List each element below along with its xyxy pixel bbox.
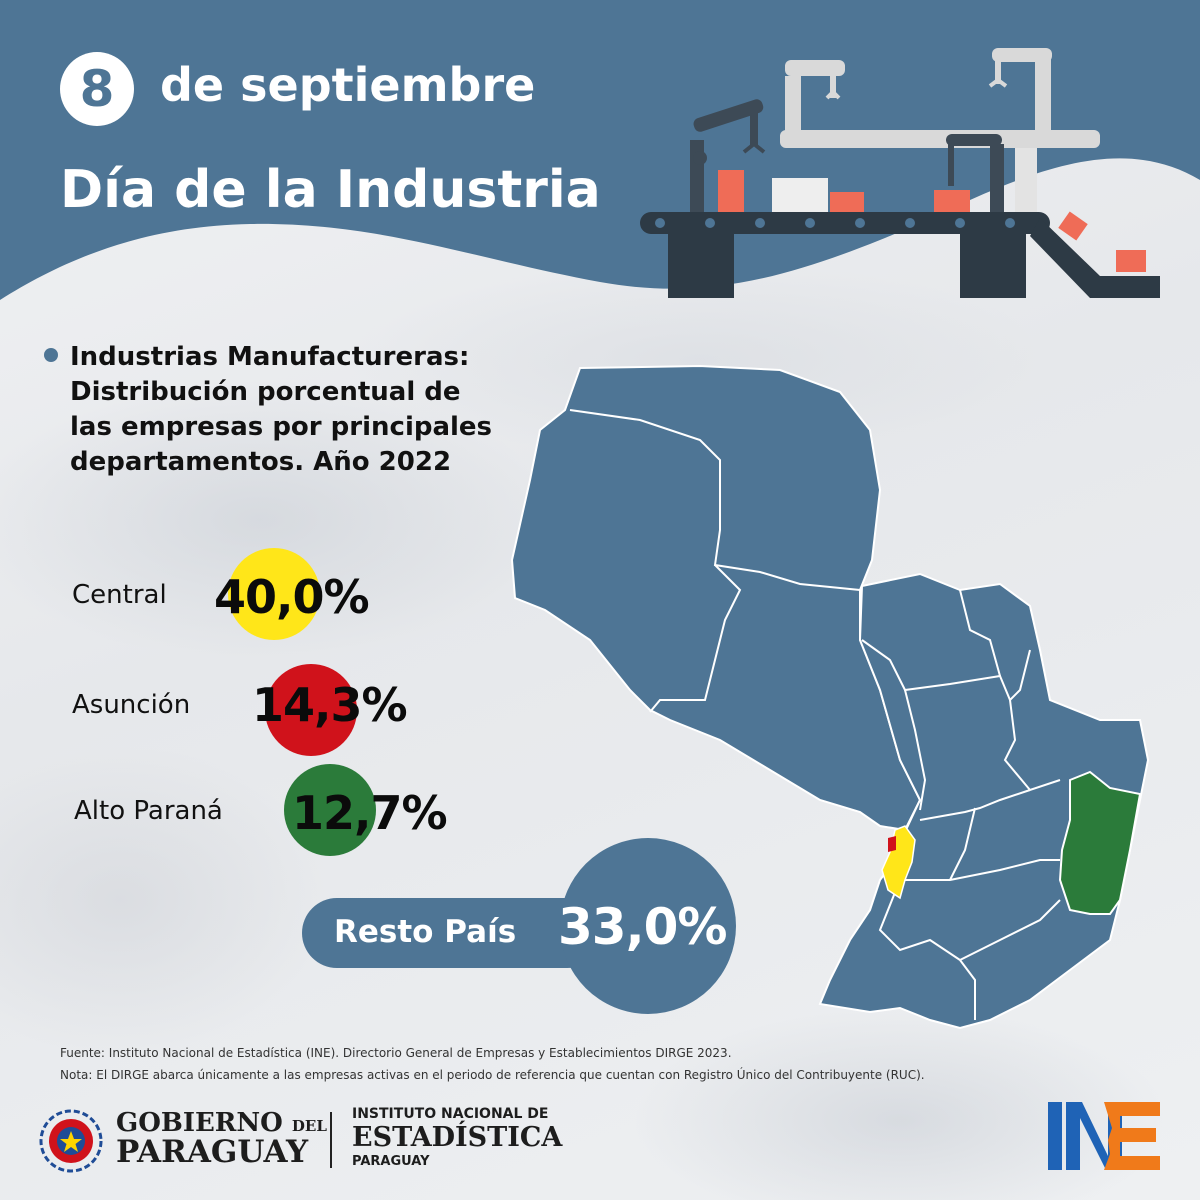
stat-label-asuncion: Asunción: [72, 690, 191, 720]
gobierno-title: GOBIERNO DEL: [116, 1108, 327, 1138]
chart-subtitle: Industrias Manufactureras: Distribución …: [70, 340, 540, 480]
stat-value-asuncion: 14,3%: [252, 678, 408, 732]
resto-pais-pill: [302, 898, 602, 968]
ine-logo-icon: [1048, 1102, 1160, 1170]
central-circle: [228, 548, 320, 640]
subtitle-line: Industrias Manufactureras:: [70, 342, 470, 372]
day-number-badge: 8: [60, 52, 134, 126]
gobierno-del: DEL: [291, 1117, 327, 1135]
resto-pais-value: 33,0%: [558, 898, 727, 956]
ine-line1: INSTITUTO NACIONAL DE: [352, 1106, 549, 1122]
subtitle-line: las empresas por principales: [70, 412, 493, 442]
ine-line2: ESTADÍSTICA: [352, 1122, 563, 1153]
stat-value-alto-parana: 12,7%: [292, 786, 448, 840]
paraguay-map-icon: [510, 364, 1150, 1030]
page-title: Día de la Industria: [60, 160, 601, 220]
resto-pais-label: Resto País: [334, 914, 517, 950]
gobierno-emblem-icon: [39, 1109, 103, 1173]
subtitle-line: Distribución porcentual de: [70, 377, 461, 407]
stat-label-central: Central: [72, 580, 167, 610]
logo-divider: [330, 1112, 332, 1168]
stat-value-central: 40,0%: [214, 570, 370, 624]
resto-pais-circle: [560, 838, 736, 1014]
asuncion-circle: [265, 664, 357, 756]
factory-illustration-icon: [640, 48, 1160, 298]
source-note: Fuente: Instituto Nacional de Estadístic…: [60, 1046, 732, 1060]
bullet-icon: [44, 348, 58, 362]
alto-parana-circle: [284, 764, 376, 856]
footnote: Nota: El DIRGE abarca únicamente a las e…: [60, 1068, 925, 1082]
gobierno-paraguay: PARAGUAY: [116, 1134, 309, 1170]
ine-line3: PARAGUAY: [352, 1154, 430, 1169]
gobierno-word: GOBIERNO: [116, 1108, 283, 1138]
date-text: de septiembre: [160, 58, 536, 112]
subtitle-line: departamentos. Año 2022: [70, 447, 452, 477]
stat-label-alto-parana: Alto Paraná: [74, 796, 223, 826]
